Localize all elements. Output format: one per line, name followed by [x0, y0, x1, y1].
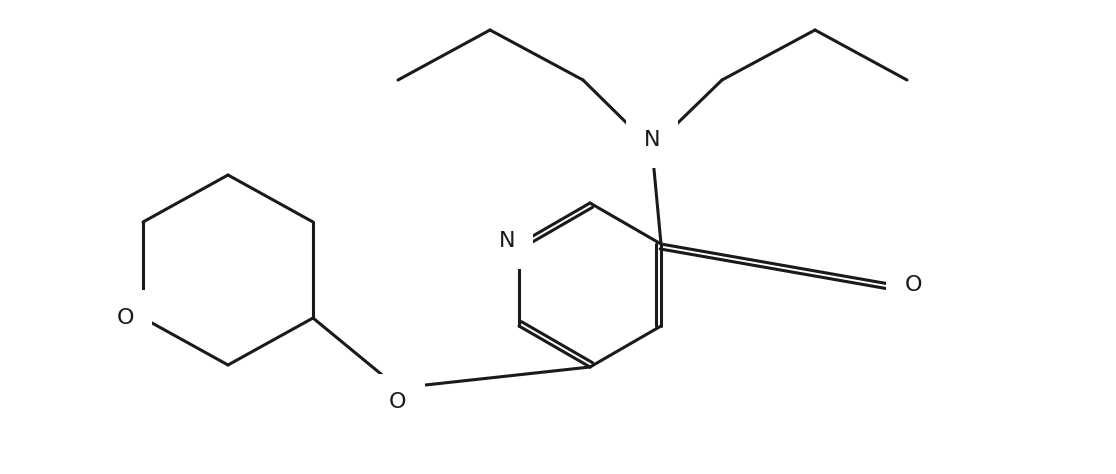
Text: O: O: [904, 275, 922, 295]
Text: N: N: [499, 231, 516, 251]
Text: O: O: [116, 308, 134, 328]
Text: N: N: [644, 130, 661, 150]
Text: O: O: [389, 392, 406, 412]
